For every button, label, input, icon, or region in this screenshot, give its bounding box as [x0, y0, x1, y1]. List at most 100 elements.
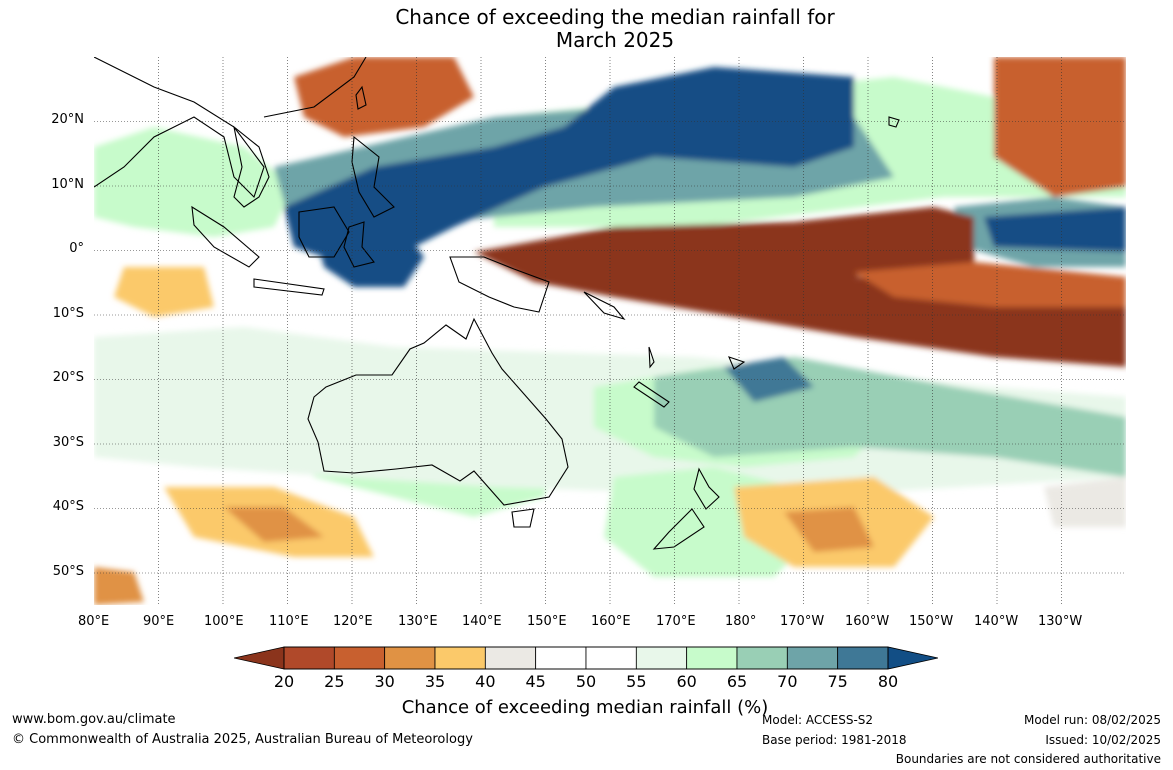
y-tick-20s: 20°S — [52, 370, 84, 385]
zone-dry-equator-orange — [854, 262, 1126, 307]
zone-green-indian-ocean — [94, 127, 294, 237]
colorbar-segment — [736, 646, 788, 670]
coastline-vanuatu — [648, 346, 655, 369]
x-tick-90e: 90°E — [143, 614, 175, 629]
y-tick-50s: 50°S — [52, 564, 84, 579]
rainfall-probability-map — [94, 57, 1126, 605]
coastlines — [94, 57, 900, 550]
colorbar-segment — [384, 646, 436, 670]
colorbar-low-extend — [234, 646, 285, 670]
footer-copyright: © Commonwealth of Australia 2025, Austra… — [12, 732, 473, 747]
colorbar-segment — [333, 646, 386, 670]
colorbar-segment — [434, 646, 486, 670]
y-tick-10s: 10°S — [52, 306, 84, 321]
footer-disclaimer: Boundaries are not considered authoritat… — [895, 752, 1161, 766]
colorbar-label: 45 — [525, 672, 546, 691]
coastline-sulawesi — [343, 221, 375, 268]
coastline-borneo — [298, 206, 350, 258]
x-tick-150e: 150°E — [527, 614, 567, 629]
colorbar-label: 35 — [424, 672, 446, 691]
map-title-line2: March 2025 — [555, 28, 675, 52]
x-tick-170e: 170°E — [656, 614, 696, 629]
x-tick-120e: 120°E — [333, 614, 373, 629]
x-tick-140w: 140°W — [974, 614, 1019, 629]
coastline-nz-south — [652, 508, 705, 550]
x-tick-160e: 160°E — [591, 614, 631, 629]
colorbar-label: 75 — [827, 672, 848, 691]
y-tick-10n: 10°N — [51, 177, 84, 192]
colorbar-label: 55 — [626, 672, 647, 691]
zone-blue-warm-pool — [284, 67, 854, 267]
zone-dry-south-pacific-core — [784, 507, 874, 552]
colorbar-label: 60 — [676, 672, 697, 691]
colorbar-label: 20 — [273, 672, 295, 691]
footer-model-run: Model run: 08/02/2025 — [1023, 713, 1161, 727]
coastline-new-caledonia — [633, 381, 670, 408]
coastline-new-guinea — [449, 256, 550, 313]
colorbar-segment — [484, 646, 537, 670]
colorbar-title: Chance of exceeding median rainfall (%) — [401, 697, 769, 718]
colorbar-segment — [283, 646, 335, 670]
zone-grey-pacific — [1044, 477, 1126, 527]
x-tick-160w: 160°W — [845, 614, 890, 629]
coastline-solomons — [583, 291, 626, 321]
colorbar-label: 80 — [877, 672, 899, 691]
colorbar-segment — [535, 646, 587, 670]
coastline-asia — [94, 57, 265, 199]
zone-dry-north-asia — [294, 57, 474, 137]
coastline-australia — [307, 317, 569, 506]
zone-dry-south-indian-core — [224, 507, 324, 542]
colorbar-label: 50 — [575, 672, 597, 691]
colorbar-segment — [585, 646, 637, 670]
zone-blue-maritime — [314, 217, 424, 287]
coastline-fiji — [728, 356, 746, 370]
coastline-sumatra — [191, 205, 260, 268]
coastline-nz-north — [693, 467, 720, 510]
x-tick-140e: 140°E — [462, 614, 502, 629]
zone-dry-far-sw — [94, 567, 144, 605]
colorbar-segment — [686, 646, 738, 670]
x-tick-130e: 130°E — [398, 614, 438, 629]
colorbar-label: 40 — [475, 672, 496, 691]
footer-url: www.bom.gov.au/climate — [12, 712, 176, 727]
coastline-tasmania — [511, 508, 535, 528]
coastline-philippines — [351, 135, 395, 218]
y-tick-20n: 20°N — [51, 112, 84, 127]
zone-blue-east — [984, 207, 1126, 252]
x-tick-180: 180° — [725, 614, 757, 629]
coastline-china — [263, 57, 367, 118]
coastline-hawaii — [888, 116, 900, 128]
colorbar-label: 30 — [374, 672, 395, 691]
map-title-line1: Chance of exceeding the median rainfall … — [395, 5, 835, 29]
x-tick-100e: 100°E — [204, 614, 244, 629]
y-tick-30s: 30°S — [52, 435, 84, 450]
coastline-taiwan — [355, 85, 367, 110]
zone-dry-west-indian — [114, 267, 214, 317]
graticule — [94, 57, 1126, 605]
map-canvas — [94, 57, 1126, 605]
zone-dry-northeast — [994, 57, 1126, 197]
colorbar-segment — [837, 646, 889, 670]
colorbar — [234, 646, 938, 670]
coastline-java — [253, 278, 325, 296]
colorbar-label: 70 — [777, 672, 798, 691]
x-tick-150w: 150°W — [909, 614, 954, 629]
x-tick-130w: 130°W — [1038, 614, 1083, 629]
footer-issued: Issued: 10/02/2025 — [1045, 733, 1161, 747]
y-tick-0: 0° — [69, 241, 84, 256]
coastline-indochina — [233, 125, 270, 208]
zone-dry-equatorial-pacific — [474, 207, 1126, 367]
colorbar-high-extend — [887, 646, 938, 670]
footer-model: Model: ACCESS-S2 — [762, 713, 874, 727]
probability-field — [94, 57, 1126, 605]
colorbar-segment — [635, 646, 688, 670]
colorbar-segment — [786, 646, 839, 670]
x-tick-110e: 110°E — [269, 614, 309, 629]
y-tick-40s: 40°S — [52, 499, 84, 514]
colorbar-segments — [283, 646, 889, 670]
footer-base-period: Base period: 1981-2018 — [762, 733, 907, 747]
colorbar-label: 25 — [324, 672, 345, 691]
x-tick-80e: 80°E — [78, 614, 110, 629]
colorbar-label: 65 — [726, 672, 748, 691]
x-tick-170w: 170°W — [780, 614, 825, 629]
